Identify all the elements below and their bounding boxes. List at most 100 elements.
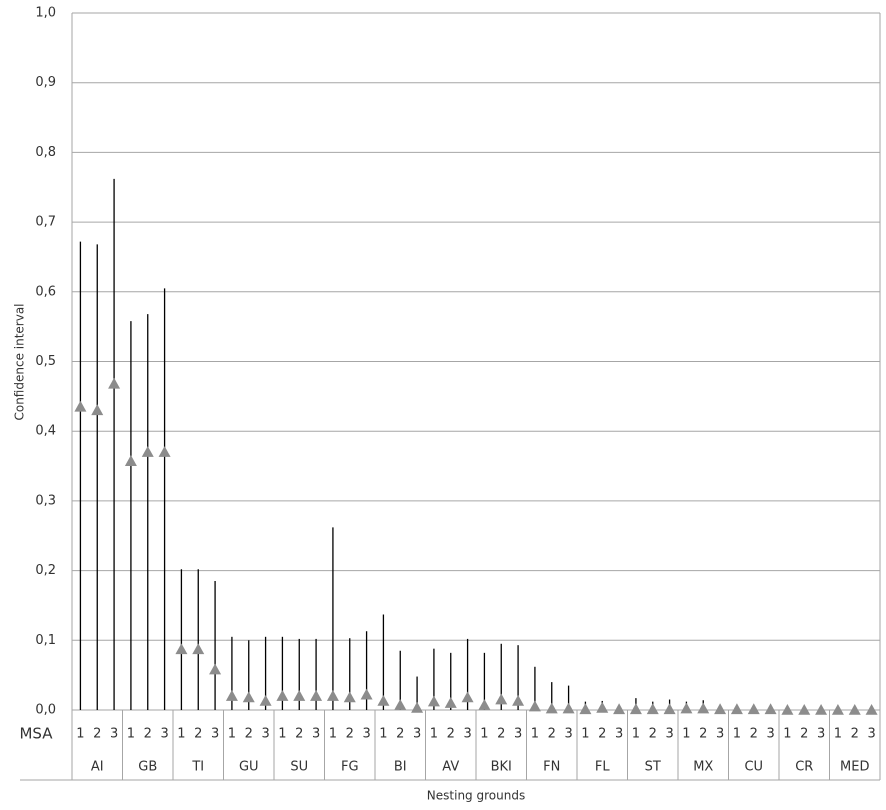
estimate-marker	[343, 691, 356, 703]
subcategory-tick-label: 2	[750, 727, 758, 742]
estimate-marker	[175, 643, 188, 655]
group-label: AI	[91, 760, 104, 775]
group-label: TI	[191, 760, 204, 775]
subcategory-tick-label: 2	[851, 727, 859, 742]
estimate-marker	[74, 400, 87, 412]
estimate-marker	[411, 701, 424, 713]
estimate-marker	[646, 703, 659, 715]
subcategory-tick-label: 1	[177, 727, 185, 742]
subcategory-tick-label: 3	[413, 727, 421, 742]
estimate-marker	[663, 703, 676, 715]
estimate-marker	[579, 703, 592, 715]
estimate-marker	[242, 691, 255, 703]
estimate-marker	[562, 702, 575, 714]
estimate-marker	[831, 704, 844, 715]
estimate-marker	[764, 703, 777, 715]
estimate-marker	[461, 691, 474, 703]
estimate-marker	[124, 455, 137, 466]
group-label: FG	[341, 760, 359, 775]
group-label: SU	[290, 760, 308, 775]
subcategory-tick-label: 1	[632, 727, 640, 742]
subcategory-tick-label: 1	[278, 727, 286, 742]
subcategory-tick-label: 1	[834, 727, 842, 742]
subcategory-tick-label: 2	[548, 727, 556, 742]
subcategory-label: MSA	[19, 725, 53, 743]
subcategory-tick-label: 2	[497, 727, 505, 742]
subcategory-tick-label: 3	[211, 727, 219, 742]
estimate-marker	[360, 688, 373, 700]
subcategory-tick-label: 1	[329, 727, 337, 742]
estimate-marker	[730, 703, 743, 715]
subcategory-tick-label: 2	[649, 727, 657, 742]
subcategory-tick-label: 3	[160, 727, 168, 742]
estimate-marker	[158, 446, 171, 457]
estimate-marker	[192, 643, 205, 655]
subcategory-tick-label: 2	[93, 727, 101, 742]
estimate-marker	[141, 446, 154, 457]
group-label: GB	[138, 760, 157, 775]
subcategory-tick-label: 1	[228, 727, 236, 742]
group-label: AV	[442, 760, 459, 775]
group-label: GU	[239, 760, 259, 775]
subcategory-tick-label: 3	[665, 727, 673, 742]
y-tick-label: 0,6	[35, 284, 56, 299]
x-axis-title: Nesting grounds	[427, 789, 525, 803]
subcategory-tick-label: 3	[463, 727, 471, 742]
subcategory-tick-label: 1	[581, 727, 589, 742]
estimate-marker	[293, 690, 306, 701]
subcategory-tick-label: 1	[531, 727, 539, 742]
y-tick-label: 0,4	[35, 424, 56, 439]
subcategory-tick-label: 3	[766, 727, 774, 742]
subcategory-tick-label: 1	[733, 727, 741, 742]
group-label: MED	[840, 760, 869, 775]
group-label: CR	[795, 760, 813, 775]
subcategory-tick-label: 3	[564, 727, 572, 742]
y-tick-label: 1,0	[35, 6, 56, 21]
estimate-marker	[495, 693, 508, 705]
estimate-marker	[276, 690, 289, 701]
estimate-marker	[326, 690, 339, 701]
subcategory-tick-label: 2	[447, 727, 455, 742]
estimate-marker	[310, 690, 323, 701]
estimate-marker	[91, 404, 104, 416]
subcategory-tick-label: 3	[261, 727, 269, 742]
subcategory-tick-label: 2	[598, 727, 606, 742]
estimate-marker	[781, 704, 794, 715]
subcategory-tick-label: 1	[480, 727, 488, 742]
y-tick-label: 0,1	[35, 633, 56, 648]
subcategory-tick-label: 2	[295, 727, 303, 742]
subcategory-tick-label: 2	[144, 727, 152, 742]
estimate-marker	[209, 663, 222, 675]
y-tick-label: 0,0	[35, 703, 56, 718]
y-tick-label: 0,7	[35, 215, 56, 230]
subcategory-tick-label: 3	[867, 727, 875, 742]
estimate-marker	[848, 704, 861, 715]
estimate-marker	[629, 703, 642, 715]
estimate-marker	[478, 699, 491, 710]
estimate-marker	[714, 703, 727, 715]
y-axis-title: Confidence interval	[13, 303, 27, 420]
subcategory-tick-label: 2	[245, 727, 253, 742]
group-label: MX	[693, 760, 713, 775]
subcategory-tick-label: 3	[110, 727, 118, 742]
subcategory-tick-label: 1	[430, 727, 438, 742]
estimate-marker	[108, 377, 121, 389]
subcategory-tick-label: 3	[716, 727, 724, 742]
subcategory-tick-label: 2	[346, 727, 354, 742]
subcategory-tick-label: 1	[682, 727, 690, 742]
estimate-marker	[747, 703, 760, 715]
subcategory-tick-label: 3	[615, 727, 623, 742]
y-tick-label: 0,2	[35, 563, 56, 578]
subcategory-tick-label: 3	[817, 727, 825, 742]
estimate-marker	[697, 702, 710, 714]
estimate-marker	[545, 702, 558, 714]
group-label: CU	[744, 760, 763, 775]
estimate-marker	[394, 699, 407, 710]
y-tick-label: 0,8	[35, 145, 56, 160]
group-label: BKI	[491, 760, 512, 775]
estimate-marker	[680, 702, 693, 714]
subcategory-tick-label: 2	[800, 727, 808, 742]
group-label: BI	[394, 760, 407, 775]
estimate-marker	[528, 700, 541, 712]
